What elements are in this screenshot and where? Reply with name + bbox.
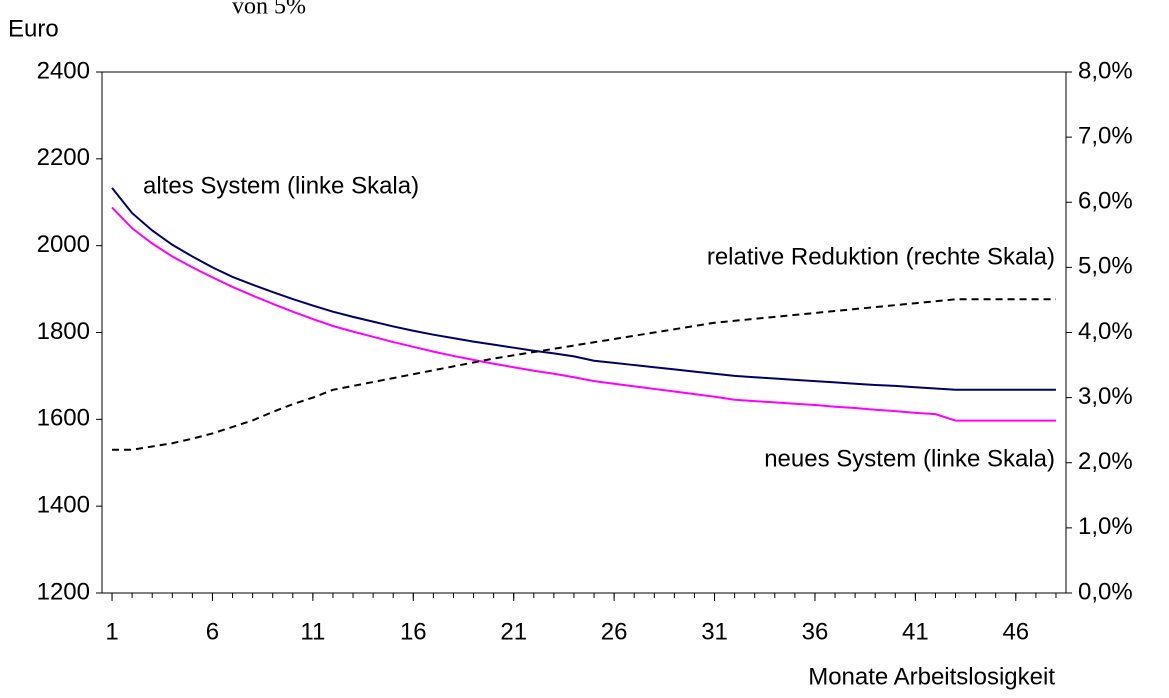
x-tick-label: 26 <box>601 618 628 645</box>
x-tick-label: 16 <box>400 618 427 645</box>
y2-tick-label: 4,0% <box>1078 318 1133 345</box>
series-line <box>112 298 1056 451</box>
x-tick-label: 6 <box>206 618 219 645</box>
y2-tick-label: 0,0% <box>1078 578 1133 605</box>
annotation: altes System (linke Skala) <box>143 172 419 199</box>
annotation: relative Reduktion (rechte Skala) <box>707 243 1055 270</box>
y2-tick-label: 5,0% <box>1078 253 1133 280</box>
x-tick-label: 36 <box>802 618 829 645</box>
y2-tick-label: 3,0% <box>1078 383 1133 410</box>
y-tick-label: 1200 <box>37 578 90 605</box>
series-line <box>111 187 1056 391</box>
y2-tick-label: 2,0% <box>1078 448 1133 475</box>
x-tick-label: 21 <box>500 618 527 645</box>
plot-area <box>101 71 1067 594</box>
y-tick-label: 1600 <box>37 405 90 432</box>
y-tick-label: 2200 <box>37 144 90 171</box>
x-tick-label: 31 <box>701 618 728 645</box>
annotation: neues System (linke Skala) <box>764 445 1055 472</box>
y-tick-label: 2400 <box>37 57 90 84</box>
chart-title: von 5% <box>232 0 306 20</box>
y-tick-label: 1400 <box>37 492 90 519</box>
x-axis-label: Monate Arbeitslosigkeit <box>808 663 1055 690</box>
y-tick-label: 2000 <box>37 231 90 258</box>
y2-tick-label: 8,0% <box>1078 57 1133 84</box>
y-tick-label: 1800 <box>37 318 90 345</box>
y2-tick-label: 7,0% <box>1078 122 1133 149</box>
y2-tick-label: 6,0% <box>1078 188 1133 215</box>
y2-tick-label: 1,0% <box>1078 513 1133 540</box>
x-tick-label: 11 <box>300 618 325 645</box>
x-tick-label: 46 <box>1002 618 1029 645</box>
x-tick-label: 1 <box>105 618 118 645</box>
series-line <box>111 206 1056 422</box>
y-axis-label: Euro <box>8 15 59 42</box>
x-tick-label: 41 <box>902 618 929 645</box>
